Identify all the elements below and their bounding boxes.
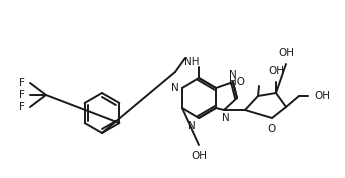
Text: OH: OH [314,91,330,101]
Text: HO: HO [229,77,245,87]
Text: NH: NH [184,57,200,67]
Text: OH: OH [268,66,284,76]
Text: N: N [171,83,179,93]
Text: O: O [268,124,276,134]
Text: F: F [19,102,25,112]
Text: N: N [188,121,196,131]
Text: N: N [229,70,237,80]
Text: OH: OH [191,151,207,161]
Text: OH: OH [278,48,294,58]
Text: F: F [19,78,25,88]
Text: F: F [19,90,25,100]
Text: N: N [222,113,230,123]
